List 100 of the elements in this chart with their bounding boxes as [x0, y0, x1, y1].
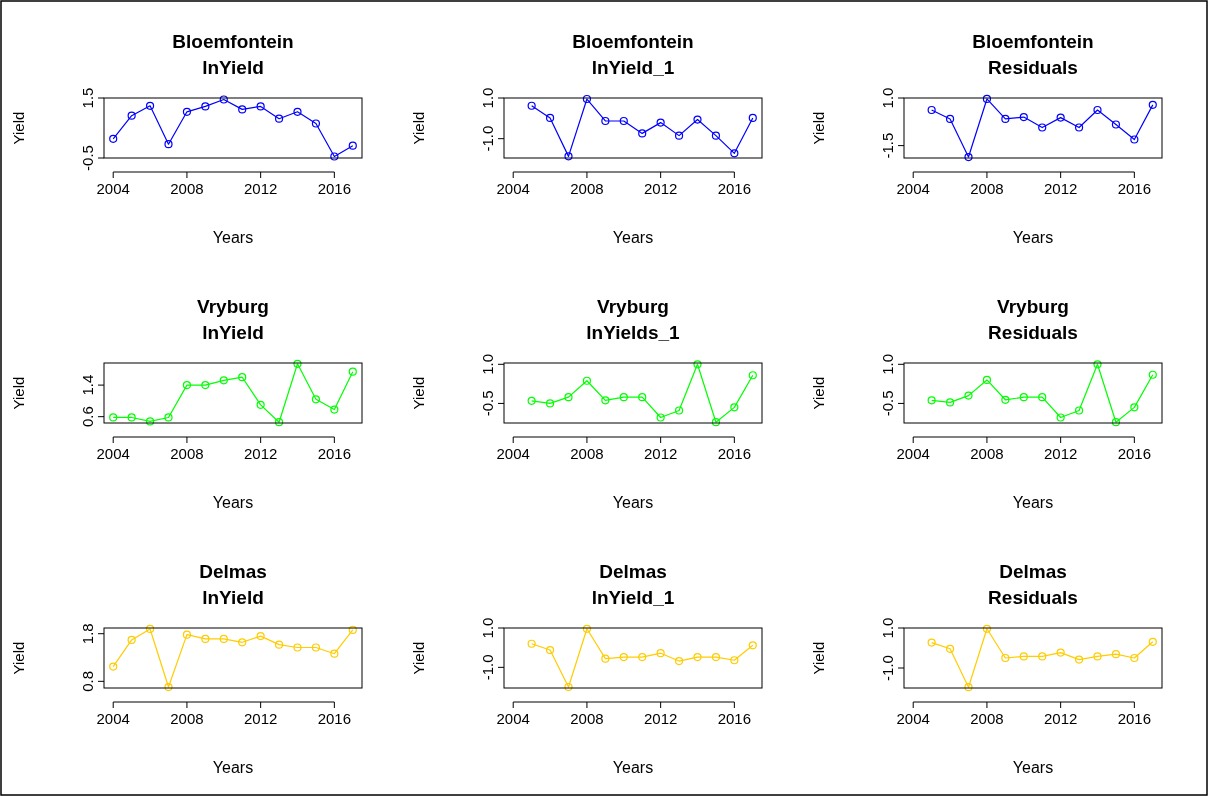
point	[219, 376, 228, 385]
point	[982, 624, 992, 633]
y-tick-label: -0.5	[879, 390, 896, 417]
x-tick-label: 2004	[496, 180, 530, 197]
point	[274, 640, 284, 649]
point	[711, 653, 721, 662]
point	[1130, 135, 1139, 144]
x-tick-label: 2016	[1117, 180, 1152, 197]
point	[730, 149, 739, 158]
x-axis-title: Years	[212, 759, 254, 776]
x-tick-label: 2016	[717, 445, 752, 462]
point	[201, 102, 210, 111]
x-tick-label: 2004	[96, 180, 130, 197]
point	[1074, 123, 1084, 132]
point	[527, 396, 536, 405]
y-axis-title: Yield	[810, 111, 827, 145]
point	[1038, 123, 1047, 132]
point	[1111, 418, 1121, 427]
point	[164, 140, 173, 149]
point	[730, 656, 739, 665]
point	[201, 634, 210, 644]
point	[274, 418, 284, 427]
point	[564, 152, 573, 161]
point	[1038, 652, 1047, 661]
point	[1148, 370, 1157, 379]
point	[1130, 403, 1139, 412]
point	[656, 649, 665, 658]
point	[601, 396, 610, 405]
point	[964, 152, 973, 162]
point	[1001, 395, 1010, 404]
point	[711, 418, 721, 427]
x-tick-label: 2012	[643, 180, 678, 197]
point	[1093, 360, 1102, 369]
point	[601, 116, 610, 126]
x-tick-label: 2012	[1043, 710, 1078, 727]
point	[693, 653, 702, 662]
point	[1019, 112, 1028, 122]
chart-title: Bloemfontein lnYield	[172, 31, 294, 78]
point	[1001, 114, 1010, 124]
point	[109, 134, 118, 143]
point	[582, 94, 592, 104]
y-axis-title: Yield	[810, 641, 827, 675]
y-tick-label: 1.0	[879, 87, 896, 109]
x-axis-title: Years	[612, 759, 654, 776]
chart-title: Bloemfontein lnYield_1	[572, 31, 694, 78]
y-tick-label: 1.0	[479, 87, 496, 109]
x-tick-label: 2008	[170, 710, 204, 727]
y-tick-label: 1.0	[479, 353, 496, 375]
point	[730, 403, 739, 412]
point	[964, 683, 973, 692]
y-tick-label: 1.4	[79, 374, 96, 396]
x-tick-label: 2016	[717, 710, 752, 727]
y-axis-title: Yield	[10, 111, 27, 145]
point	[109, 662, 118, 671]
point	[348, 367, 357, 376]
point	[311, 643, 321, 652]
chart-title: Vryburg lnYield	[197, 296, 269, 343]
point	[164, 413, 173, 422]
point	[145, 624, 155, 634]
point	[638, 393, 647, 402]
x-tick-label: 2012	[643, 710, 678, 727]
x-tick-label: 2012	[1043, 180, 1078, 197]
point	[348, 625, 357, 635]
x-tick-label: 2016	[1117, 445, 1152, 462]
x-tick-label: 2016	[1117, 710, 1152, 727]
point	[619, 393, 628, 402]
point	[964, 391, 973, 400]
point	[927, 638, 936, 647]
x-tick-label: 2012	[243, 445, 278, 462]
point	[711, 131, 721, 140]
point	[748, 641, 757, 650]
y-tick-label: 0.8	[79, 670, 96, 692]
y-axis-title: Yield	[410, 376, 427, 410]
point	[1074, 655, 1084, 664]
x-axis-title: Years	[612, 229, 654, 246]
point	[293, 107, 302, 116]
x-tick-label: 2004	[896, 710, 930, 727]
point	[145, 417, 155, 426]
point	[945, 398, 955, 407]
point	[674, 131, 684, 140]
point	[238, 638, 247, 647]
x-tick-label: 2008	[970, 180, 1004, 197]
point	[656, 413, 665, 422]
point	[293, 643, 302, 652]
x-tick-label: 2004	[96, 445, 130, 462]
point	[693, 115, 702, 124]
x-tick-label: 2004	[496, 710, 530, 727]
chart-title: Delmas lnYield_1	[591, 561, 675, 608]
point	[927, 396, 936, 405]
y-tick-label: -1.5	[879, 132, 896, 159]
y-tick-label: 1.0	[879, 353, 896, 375]
chart-title: Delmas lnYield	[199, 561, 267, 608]
point	[1148, 100, 1157, 109]
y-tick-label: 1.0	[479, 617, 496, 639]
point	[330, 405, 339, 414]
point	[164, 682, 173, 692]
point	[1093, 105, 1102, 115]
point	[674, 406, 684, 415]
y-axis-title: Yield	[410, 641, 427, 675]
point	[656, 118, 665, 127]
